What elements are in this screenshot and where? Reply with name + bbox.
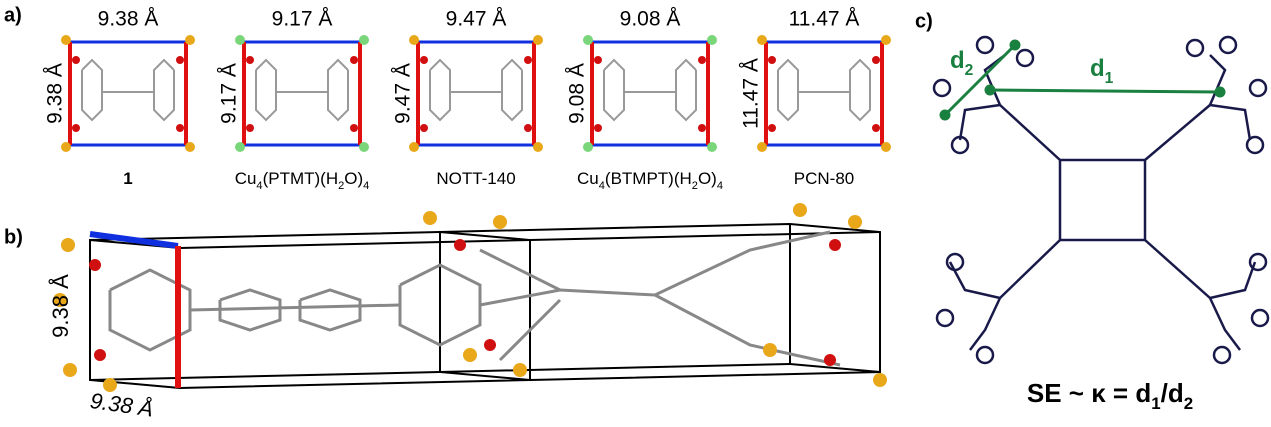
- atom: [707, 35, 717, 45]
- equation: SE ~ κ = d1/d2: [1027, 378, 1193, 413]
- atom: [176, 124, 184, 132]
- dimension-label: 9.38 Å: [88, 388, 154, 422]
- atom: [409, 142, 419, 152]
- subscript: 4: [717, 180, 723, 192]
- atom: [698, 124, 706, 132]
- panel-a: 9.38 Å9.38 Å19.17 Å9.17 ÅCu4(PTMT)(H2O)4…: [44, 8, 891, 192]
- text-part: O): [344, 169, 363, 188]
- molecule: [328, 60, 348, 120]
- molecule: [256, 60, 276, 120]
- atom: [707, 142, 717, 152]
- top-dimension: 9.38 Å: [98, 8, 159, 31]
- side-dimension: 9.08 Å: [566, 63, 589, 124]
- atom: [533, 35, 543, 45]
- top-dimension: 9.17 Å: [272, 8, 333, 31]
- side-dimension: 9.38 Å: [44, 63, 67, 124]
- molecule: [676, 60, 696, 120]
- atom: [768, 124, 776, 132]
- text-part: NOTT-140: [436, 169, 515, 188]
- text-part: (BTMPT)(H: [605, 169, 692, 188]
- atom: [881, 142, 891, 152]
- dimension-label: 9.38 Å: [48, 274, 73, 338]
- framework-name: NOTT-140: [436, 169, 515, 188]
- side-dimension: 11.47 Å: [740, 58, 763, 129]
- panel-label: c): [915, 10, 933, 32]
- atom: [583, 35, 593, 45]
- atom: [583, 142, 593, 152]
- molecule: [82, 60, 102, 120]
- molecule: [110, 232, 840, 365]
- atom: [176, 56, 184, 64]
- atom: [420, 56, 428, 64]
- text-part: SE ~ κ = d: [1027, 378, 1151, 408]
- subscript: 1: [1151, 394, 1160, 413]
- atom: [246, 56, 254, 64]
- atom: [359, 35, 369, 45]
- atom: [872, 124, 880, 132]
- atom: [350, 124, 358, 132]
- molecule: [430, 60, 450, 120]
- text-part: Cu: [235, 169, 257, 188]
- atom: [61, 35, 71, 45]
- text-part: 1: [123, 169, 132, 188]
- text-part: d: [950, 47, 965, 74]
- text-part: O): [698, 169, 717, 188]
- panel-label: a): [4, 4, 22, 26]
- atom: [524, 124, 532, 132]
- text-part: Cu: [577, 169, 599, 188]
- molecule: [502, 60, 522, 120]
- atom: [235, 142, 245, 152]
- side-dimension: 9.47 Å: [392, 63, 415, 124]
- text-part: d: [1090, 55, 1105, 82]
- d1-label: d1: [1090, 55, 1114, 86]
- atom: [409, 35, 419, 45]
- panel-label: b): [4, 226, 23, 248]
- subscript: 1: [1105, 70, 1114, 87]
- framework-name: Cu4(PTMT)(H2O)4: [235, 169, 370, 191]
- atom: [72, 56, 80, 64]
- top-dimension: 9.08 Å: [620, 8, 681, 31]
- atom: [185, 142, 195, 152]
- atom: [420, 124, 428, 132]
- atom: [757, 142, 767, 152]
- atom: [594, 124, 602, 132]
- atom: [524, 56, 532, 64]
- figure: a) b) c) 9.38 Å 9.38 Å: [0, 0, 1271, 427]
- subscript: 2: [965, 62, 974, 79]
- atom: [72, 124, 80, 132]
- side-dimension: 9.17 Å: [218, 63, 241, 124]
- atom: [768, 56, 776, 64]
- text-part: (PTMT)(H: [263, 169, 339, 188]
- subscript: 4: [363, 180, 369, 192]
- molecule: [850, 60, 870, 120]
- framework-name: 1: [123, 169, 132, 188]
- text-part: PCN-80: [794, 169, 854, 188]
- top-dimension: 9.47 Å: [446, 8, 507, 31]
- subscript: 2: [1184, 394, 1193, 413]
- atom: [61, 142, 71, 152]
- atom: [698, 56, 706, 64]
- molecule: [154, 60, 174, 120]
- molecule: [604, 60, 624, 120]
- atom: [246, 124, 254, 132]
- atom: [235, 35, 245, 45]
- schematic: [934, 37, 1268, 363]
- framework-name: Cu4(BTMPT)(H2O)4: [577, 169, 723, 191]
- molecule: [778, 60, 798, 120]
- atom: [881, 35, 891, 45]
- atom: [594, 56, 602, 64]
- atom: [185, 35, 195, 45]
- atom: [757, 35, 767, 45]
- atom: [350, 56, 358, 64]
- top-dimension: 11.47 Å: [789, 8, 860, 31]
- atom: [359, 142, 369, 152]
- framework-name: PCN-80: [794, 169, 854, 188]
- atom: [872, 56, 880, 64]
- d2-label: d2: [950, 47, 974, 78]
- atom: [533, 142, 543, 152]
- text-part: /d: [1161, 378, 1184, 408]
